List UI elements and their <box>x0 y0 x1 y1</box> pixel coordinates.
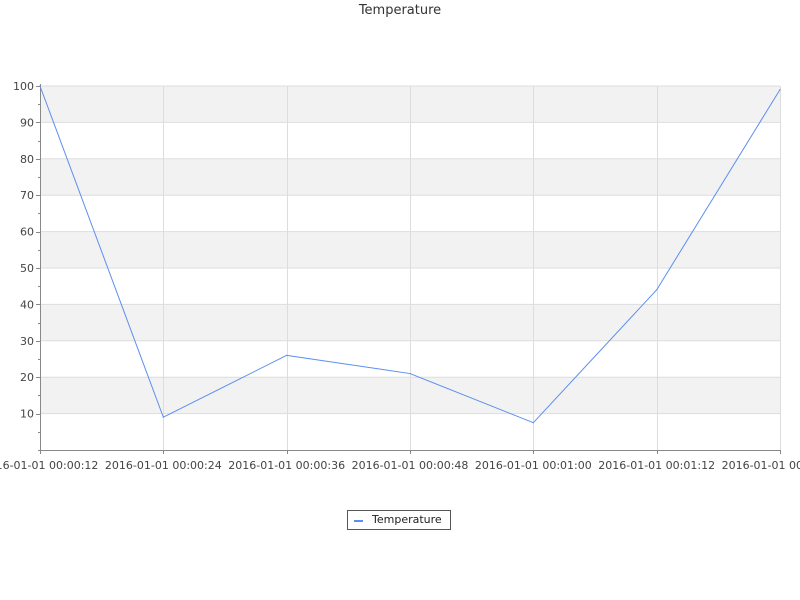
y-tick-label: 30 <box>20 335 34 348</box>
y-tick-label: 60 <box>20 226 34 239</box>
x-tick-label: 2016-01-01 00:00:24 <box>105 459 222 472</box>
data-point <box>779 89 781 91</box>
y-tick-label: 70 <box>20 189 34 202</box>
x-tick-label: 2016-01-01 00:00:12 <box>0 459 98 472</box>
x-tick-label: 2016-01-01 00:01:24 <box>722 459 800 472</box>
x-tick-label: 2016-01-01 00:01:00 <box>475 459 592 472</box>
y-tick-label: 100 <box>13 80 34 93</box>
y-tick-label: 40 <box>20 298 34 311</box>
x-tick-label: 2016-01-01 00:00:48 <box>352 459 469 472</box>
y-tick-label: 90 <box>20 116 34 129</box>
data-point <box>656 289 658 291</box>
y-tick-label: 50 <box>20 262 34 275</box>
chart-title: Temperature <box>358 3 442 18</box>
legend-label: Temperature <box>372 513 442 526</box>
data-point <box>162 416 164 418</box>
legend-line-swatch <box>354 519 363 522</box>
y-tick-label: 80 <box>20 153 34 166</box>
data-point <box>39 85 41 87</box>
x-tick-label: 2016-01-01 00:01:12 <box>598 459 715 472</box>
y-tick-label: 20 <box>20 371 34 384</box>
legend: Temperature <box>347 510 451 530</box>
data-point <box>286 354 288 356</box>
data-point <box>409 372 411 375</box>
data-point <box>532 422 534 424</box>
x-tick-label: 2016-01-01 00:00:36 <box>228 459 345 472</box>
y-tick-label: 10 <box>20 408 34 421</box>
